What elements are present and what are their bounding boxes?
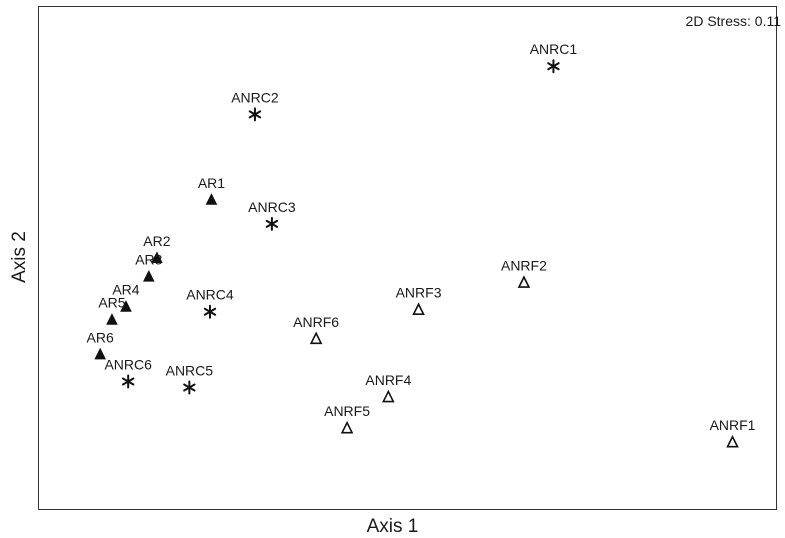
point-label-anrc2: ANRC2 xyxy=(231,89,279,105)
point-label-ar5: AR5 xyxy=(98,295,125,311)
point-marker-anrf3 xyxy=(412,302,425,316)
point-marker-anrf4 xyxy=(382,389,395,403)
plot-frame xyxy=(38,6,777,510)
x-axis-label: Axis 1 xyxy=(366,516,419,537)
point-label-anrc3: ANRC3 xyxy=(248,199,296,215)
point-marker-anrc2 xyxy=(248,107,262,122)
point-label-ar6: AR6 xyxy=(87,329,114,345)
point-marker-anrf1 xyxy=(726,434,739,448)
point-label-anrf2: ANRF2 xyxy=(501,258,547,274)
point-marker-anrc4 xyxy=(203,304,217,319)
point-label-anrf3: ANRF3 xyxy=(396,285,442,301)
y-axis-label: Axis 2 xyxy=(9,231,30,283)
point-label-anrc5: ANRC5 xyxy=(166,363,214,379)
point-marker-anrc5 xyxy=(183,380,196,395)
point-marker-anrf5 xyxy=(340,420,354,434)
point-marker-ar1 xyxy=(205,193,218,205)
point-label-anrc4: ANRC4 xyxy=(186,287,234,303)
point-label-anrf5: ANRF5 xyxy=(324,403,370,419)
point-label-anrf4: ANRF4 xyxy=(365,372,411,388)
point-label-ar1: AR1 xyxy=(198,175,225,191)
point-label-anrc6: ANRC6 xyxy=(104,356,152,372)
point-label-anrf1: ANRF1 xyxy=(710,417,756,433)
point-label-anrc1: ANRC1 xyxy=(530,41,578,57)
point-label-ar2: AR2 xyxy=(143,233,170,249)
point-marker-anrf2 xyxy=(517,275,531,288)
point-marker-ar6 xyxy=(94,347,106,360)
point-marker-ar3 xyxy=(143,269,155,282)
point-marker-ar2 xyxy=(151,251,163,263)
point-marker-ar5 xyxy=(106,313,118,325)
point-marker-anrc1 xyxy=(547,59,560,74)
stress-annotation: 2D Stress: 0.11 xyxy=(685,13,781,29)
point-marker-anrc3 xyxy=(265,216,279,231)
point-marker-ar4 xyxy=(120,300,132,312)
point-label-anrf6: ANRF6 xyxy=(293,314,339,330)
point-marker-anrc6 xyxy=(121,374,135,389)
point-label-ar4: AR4 xyxy=(112,282,139,298)
point-label-ar3: AR3 xyxy=(135,252,162,268)
point-marker-anrf6 xyxy=(309,331,323,345)
